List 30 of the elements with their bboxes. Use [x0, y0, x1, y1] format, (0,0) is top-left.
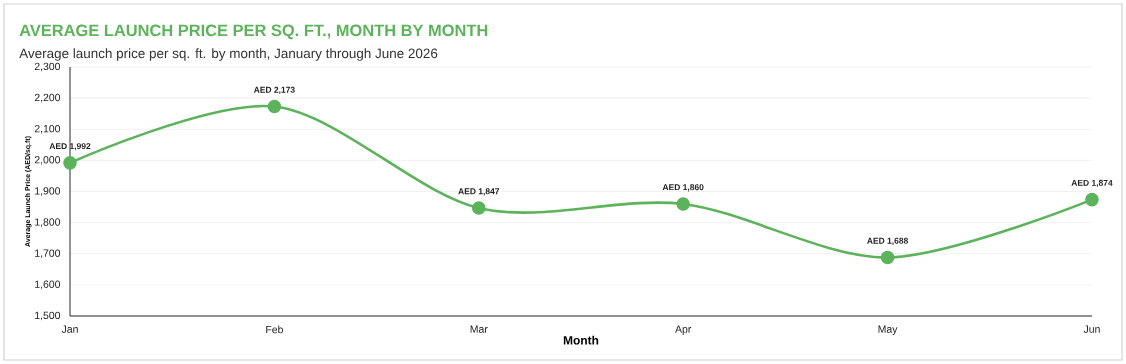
point [267, 99, 282, 114]
y-tick-label: 2,200 [34, 93, 61, 103]
chart-title: AVERAGE LAUNCH PRICE PER SQ. FT., MONTH BY MONTH [19, 24, 488, 40]
data-label: AED 1,688 [867, 237, 909, 245]
y-tick-label: 1,500 [35, 311, 61, 321]
y-tick-label: 2,000 [34, 156, 61, 165]
x-axis-title: Month [563, 335, 599, 345]
x-tick-label: Apr [675, 325, 692, 335]
data-label: AED 1,992 [49, 143, 91, 151]
chart-subtitle: Average launch price per sq. ft. by month, January through June 2026 [19, 48, 438, 61]
y-tick-label: 1,800 [35, 218, 61, 227]
x-tick-label: Mar [470, 325, 488, 333]
y-tick-label: 1,900 [35, 187, 61, 196]
point [471, 201, 486, 215]
data-label: AED 1,874 [1071, 179, 1113, 188]
point [880, 250, 895, 265]
x-tick-label: Jun [1083, 325, 1100, 333]
data-label: AED 1,847 [458, 188, 500, 196]
x-tick-label: Feb [266, 325, 283, 334]
y-tick-label: 2,300 [34, 62, 61, 72]
y-tick-label: 2,100 [34, 124, 61, 134]
point [676, 197, 690, 211]
data-label: AED 2,173 [253, 86, 295, 95]
x-tick-label: Jan [61, 325, 78, 333]
y-tick-label: 1,700 [35, 249, 61, 259]
y-tick-label: 1,600 [35, 280, 61, 290]
point [1085, 192, 1099, 207]
x-tick-label: May [878, 325, 898, 335]
point [63, 156, 77, 170]
data-label: AED 1,860 [662, 184, 704, 192]
